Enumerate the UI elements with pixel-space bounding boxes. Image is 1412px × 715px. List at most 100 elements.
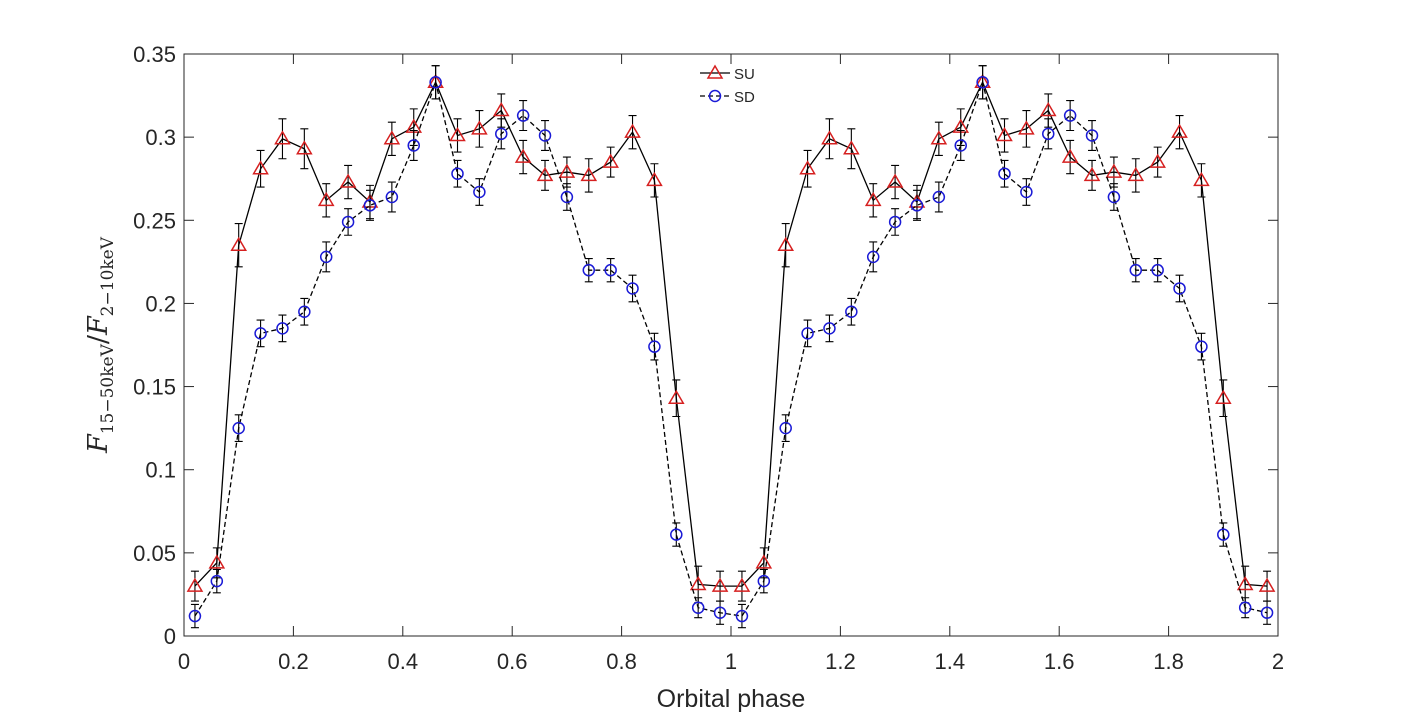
series-sd-point <box>1020 185 1033 199</box>
series-su-point <box>755 554 773 569</box>
series-su-point <box>1018 120 1035 135</box>
series-sd-error-bar <box>190 603 199 629</box>
series-su-point <box>317 191 335 207</box>
series-su <box>186 65 1276 604</box>
series-su-point <box>624 123 641 138</box>
legend-sd-marker <box>708 89 722 103</box>
series-su-error-bar <box>278 118 287 160</box>
series-sd-point <box>1173 282 1186 295</box>
series-sd-error-bar <box>650 332 659 361</box>
series-su-point <box>536 166 554 182</box>
series-sd-point <box>582 263 596 277</box>
series-sd-error-bar <box>891 208 900 236</box>
series-sd-error-bar <box>1066 100 1075 132</box>
series-sd-point <box>1260 606 1274 619</box>
series-sd-point <box>779 421 792 435</box>
series-su-point <box>1214 389 1232 404</box>
series-su-point <box>514 148 532 163</box>
series-su-point <box>339 173 357 188</box>
series-su-point <box>1039 102 1057 117</box>
y-tick-label: 0.05 <box>133 541 176 566</box>
series-su-point <box>821 130 838 145</box>
x-axis-title: Orbital phase <box>657 685 806 713</box>
series-su-error-bar <box>234 223 243 268</box>
series-su-point <box>667 389 685 404</box>
x-tick-label: 0.2 <box>278 649 309 674</box>
series-su-point <box>996 126 1013 142</box>
series-su-error-bar <box>847 128 856 170</box>
series-sd-point <box>1042 127 1055 141</box>
series-su-point <box>1127 166 1145 182</box>
series-sd-error-bar <box>562 183 571 211</box>
y-tick-label: 0.25 <box>133 208 176 233</box>
x-tick-label: 1.4 <box>935 649 966 674</box>
series-sd-error-bar <box>256 319 265 348</box>
series-su-point <box>1083 166 1101 182</box>
series-sd-error-bar <box>978 65 987 100</box>
series-su-error-bar <box>1197 163 1206 198</box>
series-sd-error-bar <box>1000 159 1009 188</box>
series-sd-error-bar <box>1022 178 1031 206</box>
series-sd-error-bar <box>300 297 309 326</box>
series-sd-point <box>254 327 267 340</box>
series-su-error-bar <box>300 128 309 170</box>
series-su-point <box>843 140 860 155</box>
series-su-point <box>230 236 248 251</box>
series-sd-point <box>341 215 355 229</box>
series-sd-error-bar <box>1197 332 1206 361</box>
series-su-error-bar <box>650 163 659 198</box>
series-sd-point <box>298 305 311 318</box>
series-sd-error-bar <box>825 314 834 343</box>
series-sd-point <box>648 340 661 353</box>
series-su-point <box>1193 171 1210 187</box>
series-su-point <box>580 166 598 182</box>
series-su-error-bar <box>1066 139 1075 175</box>
series-sd-point <box>363 199 377 212</box>
series-sd-error-bar <box>1131 257 1140 283</box>
x-tick-label: 1.8 <box>1153 649 1184 674</box>
series-su-error-bar <box>387 121 396 156</box>
series-su-error-bar <box>1088 159 1097 191</box>
series-su-point <box>1105 163 1123 178</box>
series-sd-point <box>385 190 399 204</box>
series-sd-point <box>670 528 683 541</box>
series-sd-error-bar <box>628 274 637 303</box>
y-axis-title: F15−50keV/F2−10keV <box>83 236 118 454</box>
series-sd-point <box>188 609 202 623</box>
series-sd-error-bar <box>803 319 812 348</box>
series-sd-point <box>954 139 967 152</box>
series-su-point <box>1171 123 1188 138</box>
series-sd-error-bar <box>781 414 790 442</box>
plot-area <box>184 54 1278 636</box>
y-title-numerator-sub: 15−50keV <box>98 343 118 434</box>
legend-sd-label: SD <box>734 89 755 106</box>
series-sd-point <box>516 109 530 122</box>
series-su-error-bar <box>825 118 834 160</box>
series-sd-point <box>713 606 727 619</box>
svg-text:F15−50keV/F2−10keV: F15−50keV/F2−10keV <box>83 236 118 454</box>
series-sd-point <box>888 215 902 229</box>
legend: SU SD <box>700 64 755 106</box>
series-su-error-bar <box>606 146 615 178</box>
series-sd-error-bar <box>716 600 725 625</box>
series-sd-line <box>194 79 1268 617</box>
series-sd-point <box>1151 263 1164 277</box>
series-sd-point <box>560 190 574 204</box>
series-su-point <box>864 191 882 207</box>
series-sd-error-bar <box>737 603 746 629</box>
y-title-numerator-var: F <box>83 433 114 454</box>
series-sd-error-bar <box>1109 183 1118 211</box>
series-sd-point <box>910 199 924 212</box>
series-sd-point <box>866 250 880 264</box>
series-su-point <box>799 160 816 175</box>
series-sd-point <box>932 190 946 204</box>
series-sd-error-bar <box>1175 274 1184 303</box>
series-su-error-bar <box>1153 146 1162 178</box>
series-su-point <box>558 163 576 178</box>
series-sd-error-bar <box>212 568 221 594</box>
series-sd-error-bar <box>606 257 615 283</box>
series-su-error-bar <box>541 159 550 191</box>
series-su-point <box>274 130 291 145</box>
series-sd-error-bar <box>912 189 921 221</box>
